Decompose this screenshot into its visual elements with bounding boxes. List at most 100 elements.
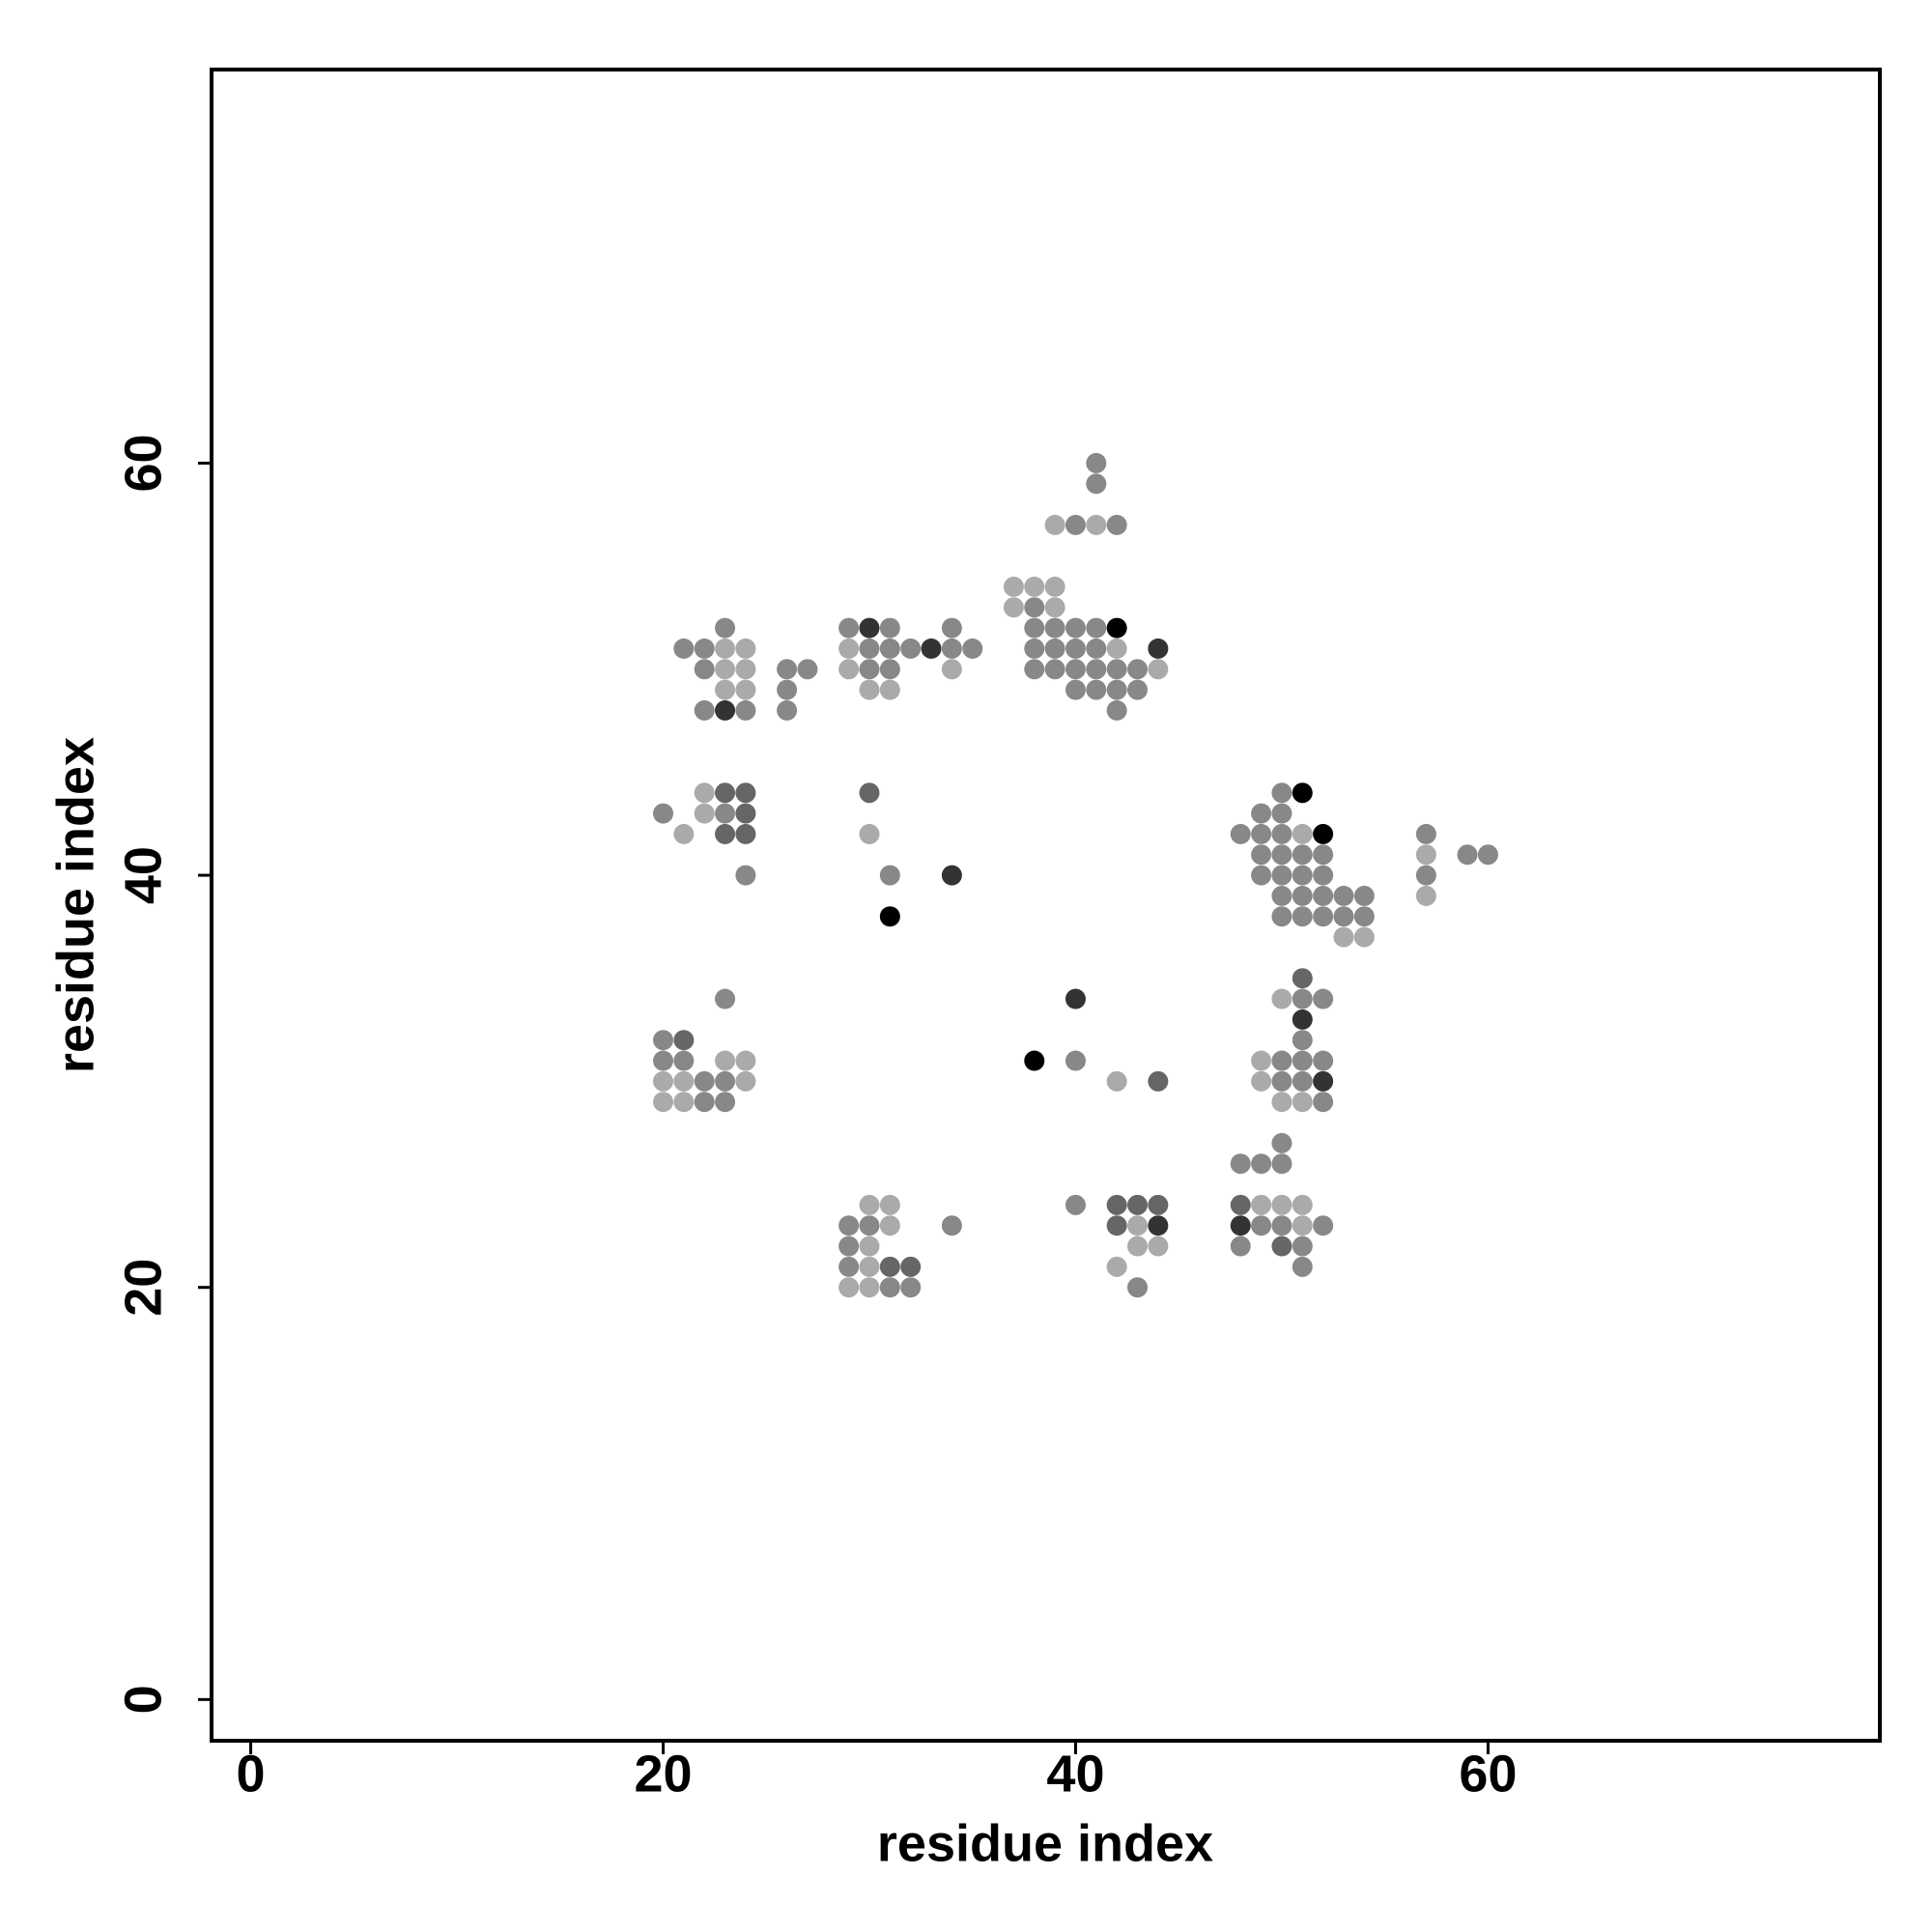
point [797,659,818,680]
point [1148,1215,1169,1236]
point [1292,1030,1313,1051]
point [1292,1215,1313,1236]
point [1065,514,1086,535]
point [879,659,900,680]
point [1271,865,1293,886]
point [653,1050,674,1071]
point [735,823,756,844]
point [1415,885,1436,906]
point [715,659,736,680]
point [1292,823,1313,844]
point [1086,514,1107,535]
point [1003,597,1024,618]
point [1148,1194,1169,1215]
point [1230,1215,1251,1236]
point [653,803,674,824]
point [653,1070,674,1092]
point [900,638,922,659]
point [941,617,962,639]
point [1292,988,1313,1009]
point [1292,906,1313,927]
point [1148,638,1169,659]
point [1292,1236,1313,1257]
point [1086,617,1107,639]
point [838,1236,860,1257]
point [962,638,983,659]
point [1148,1070,1169,1092]
point [859,782,880,804]
point [941,865,962,886]
point [1271,1194,1293,1215]
point [879,617,900,639]
point [859,679,880,700]
point [1251,1194,1272,1215]
point [859,659,880,680]
point [1106,1215,1127,1236]
point [838,659,860,680]
point [715,803,736,824]
point [1251,1153,1272,1175]
point [879,1194,900,1215]
point [777,679,798,700]
point [735,679,756,700]
point [694,782,715,804]
point [1044,617,1065,639]
point [1292,968,1313,989]
point [1106,514,1127,535]
point [1271,1236,1293,1257]
point [879,679,900,700]
point [694,638,715,659]
point [1044,514,1065,535]
point [1271,1132,1293,1153]
point [1230,1153,1251,1175]
point [777,659,798,680]
point [1313,1092,1334,1113]
point [1044,638,1065,659]
point [1251,1215,1272,1236]
point [735,782,756,804]
point [1292,1194,1313,1215]
point [1251,865,1272,886]
point [1333,906,1354,927]
point [1086,473,1107,495]
point [694,803,715,824]
point [1126,1215,1148,1236]
point [673,1050,695,1071]
point [1271,1070,1293,1092]
point [1003,576,1024,597]
point [859,1236,880,1257]
point [694,1092,715,1113]
point [1126,1194,1148,1215]
point [1415,844,1436,866]
point [1024,617,1045,639]
point [1024,638,1045,659]
point [1024,1050,1045,1071]
point [1415,865,1436,886]
point [941,659,962,680]
y-tick-label: 0 [114,1685,172,1714]
point [715,638,736,659]
point [653,1092,674,1113]
point [715,823,736,844]
point [1106,1070,1127,1092]
point [1148,1236,1169,1257]
x-tick-label: 0 [237,1745,266,1803]
point [735,1050,756,1071]
point [735,638,756,659]
point [838,638,860,659]
point [1292,1092,1313,1113]
point [1065,617,1086,639]
point [1415,823,1436,844]
point [673,1092,695,1113]
point [859,823,880,844]
point [1333,926,1354,948]
point [1251,803,1272,824]
point [1126,659,1148,680]
point [1313,844,1334,866]
point [715,1070,736,1092]
point [1230,823,1251,844]
point [879,1277,900,1298]
point [1024,597,1045,618]
y-axis-label: residue index [46,737,104,1073]
point [1292,782,1313,804]
